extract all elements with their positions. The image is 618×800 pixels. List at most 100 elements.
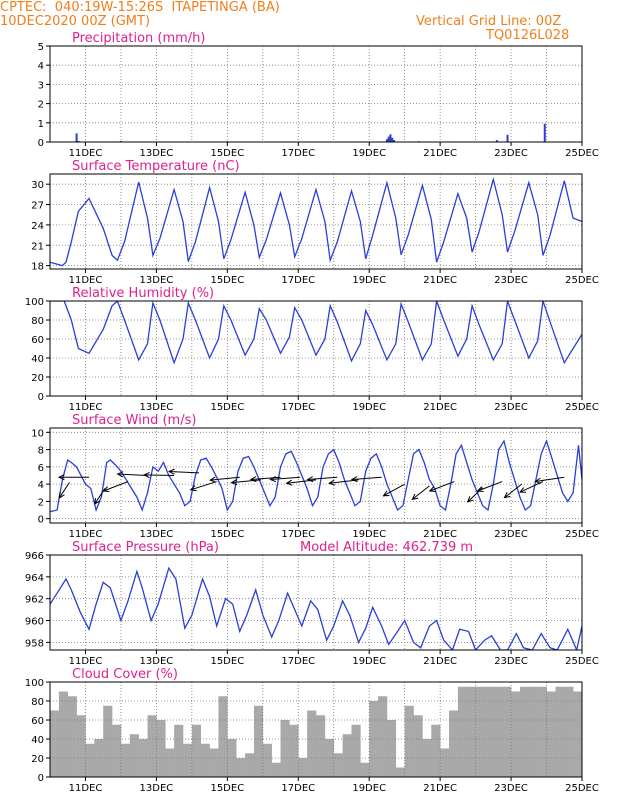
cloud-cover-bar [546,691,556,777]
y-tick-label: 100 [25,678,44,689]
wind-vector-arrowhead [209,476,217,483]
wind-vector-arrowhead [167,468,175,475]
cloud-cover-bar [165,748,175,777]
x-tick-label: 17DEC [281,402,315,413]
cloud-cover-bar [440,748,450,777]
x-tick-label: 25DEC [565,402,599,413]
cloud-cover-bar [253,705,264,777]
x-tick-label: 19DEC [352,783,386,794]
y-tick-label: 6 [38,463,44,474]
wind-vector-arrow [307,476,338,481]
cloud-cover-bar [298,758,308,777]
series-line-panel-3 [50,439,582,513]
cloud-cover-bar [475,686,485,777]
cloud-cover-bar [466,686,476,777]
cloud-cover-bar [191,724,202,777]
wind-vector-arrow [58,482,70,499]
x-tick-label: 17DEC [281,783,315,794]
y-tick-label: 4 [38,61,44,72]
precipitation-bar [393,140,396,142]
y-tick-label: 80 [31,316,44,327]
x-tick-label: 23DEC [494,529,528,540]
wind-vector-arrowhead [466,496,474,503]
cloud-cover-bar [528,686,538,777]
cloud-cover-bar [209,748,219,777]
y-tick-label: 1 [38,119,44,130]
wind-vector-arrowhead [102,486,110,493]
cloud-cover-bar [147,715,157,777]
wind-vector-arrowhead [230,479,238,486]
cloud-cover-bar [183,743,193,777]
y-tick-label: 40 [31,354,44,365]
x-tick-label: 21DEC [423,783,457,794]
cloud-cover-bar [484,686,494,777]
series-line-panel-2 [50,301,582,365]
wind-vector-arrowhead [411,493,419,501]
x-tick-label: 11DEC [69,656,103,667]
x-tick-label: 13DEC [140,275,174,286]
cloud-cover-bar [289,724,299,777]
cloud-cover-bar [519,686,530,777]
cloud-cover-bar [351,724,361,777]
cloud-cover-bar [422,739,432,777]
y-tick-label: 5 [38,42,44,53]
x-tick-label: 25DEC [565,148,599,159]
y-tick-label: 40 [31,735,44,746]
precipitation-bar [543,123,546,142]
x-tick-label: 15DEC [210,783,244,794]
x-tick-label: 19DEC [352,275,386,286]
cloud-cover-bar [262,743,272,777]
x-tick-label: 13DEC [140,529,174,540]
cloud-cover-bar [174,724,184,777]
x-tick-label: 11DEC [69,402,103,413]
x-tick-label: 15DEC [210,402,244,413]
wind-vector-arrowhead [94,497,101,505]
y-tick-label: 960 [25,617,44,628]
y-tick-label: 27 [31,201,44,212]
cloud-cover-bar [369,701,379,777]
x-tick-label: 23DEC [494,656,528,667]
x-tick-label: 19DEC [352,529,386,540]
wind-vector-arrowhead [518,487,527,493]
panel-title: Surface Pressure (hPa) [72,540,219,555]
precipitation-bar [495,140,498,142]
y-tick-label: 21 [31,241,44,252]
cloud-cover-bar [378,696,388,777]
x-tick-label: 13DEC [140,783,174,794]
cloud-cover-bar [413,715,423,777]
y-tick-label: 966 [25,551,44,562]
x-tick-label: 11DEC [69,275,103,286]
cloud-cover-bar [227,739,237,777]
y-tick-label: 18 [31,262,44,273]
x-tick-label: 23DEC [494,783,528,794]
wind-vector-arrow [250,476,281,481]
cloud-cover-bar [85,743,95,777]
x-tick-label: 23DEC [494,148,528,159]
cloud-cover-bar [395,767,405,777]
x-tick-label: 11DEC [69,529,103,540]
cloud-cover-bar [245,753,255,777]
wind-vector-arrow [429,481,455,492]
cloud-cover-bar [360,762,370,777]
wind-vector-arrow [411,485,430,500]
x-tick-label: 19DEC [352,148,386,159]
cloud-cover-bar [537,686,547,777]
y-tick-label: 964 [25,573,44,584]
x-tick-label: 17DEC [281,275,315,286]
wind-vector-arrowhead [57,474,65,481]
x-tick-label: 21DEC [423,275,457,286]
wind-vector-arrowhead [534,477,542,484]
cloud-cover-bar [555,686,565,777]
panel-title: Surface Temperature (nC) [72,159,240,174]
x-tick-label: 25DEC [565,783,599,794]
wind-vector-arrow [535,476,565,482]
cloud-cover-bar [307,710,317,777]
precipitation-bar [391,137,394,142]
cloud-cover-bar [316,715,326,777]
x-tick-label: 13DEC [140,148,174,159]
cloud-cover-bar [67,696,77,777]
cloud-cover-bar [271,762,281,777]
y-tick-label: 60 [31,716,44,727]
x-tick-label: 21DEC [423,529,457,540]
